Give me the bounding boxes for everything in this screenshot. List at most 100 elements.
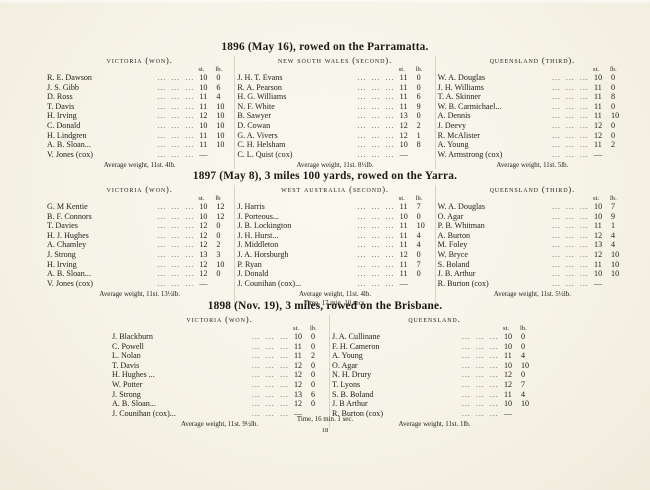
- leader-dots: ...: [280, 351, 289, 361]
- leader-dots: ...: [357, 111, 367, 121]
- leader-dots: ...: [566, 259, 575, 269]
- rower-name: C. H. Helsham: [237, 140, 286, 150]
- rower-row: R. McAlister......... 12 0: [438, 131, 627, 141]
- leader-dots: ...: [476, 399, 485, 409]
- rower-name: J. Donald: [237, 269, 269, 279]
- leader-dots: ...: [552, 249, 561, 259]
- leader-dots: ...: [157, 130, 167, 140]
- weight-stone: 12: [199, 221, 208, 231]
- weight-pounds: 12: [216, 211, 225, 221]
- crew-heading: Victoria (won).: [186, 315, 253, 324]
- rower-name: J. Strong: [112, 389, 141, 399]
- rower-row: R. A. Pearson......... 11 0: [237, 83, 432, 93]
- rower-name: P. B. Whitman: [437, 221, 485, 231]
- leader-dots: ...: [566, 101, 575, 111]
- leader-dots: ...: [385, 73, 395, 82]
- leader-dots: ...: [185, 73, 195, 82]
- rower-row: J. Porteous............ 10 0: [237, 212, 432, 222]
- leader-dots: ...: [385, 249, 395, 259]
- weight-pounds: 12: [216, 202, 225, 211]
- leader-dots: ...: [580, 249, 589, 259]
- leader-dots: ...: [566, 249, 575, 259]
- race-time: Time, 17 min. 10 secs.: [303, 300, 367, 308]
- rower-name: J. B. Arthur: [437, 269, 476, 279]
- leader-dots: ...: [157, 73, 167, 82]
- leader-dots: ...: [185, 269, 195, 279]
- section-title-1897: 1897 (May 8), 3 miles 100 yards, rowed o…: [192, 170, 458, 182]
- leader-dots: ...: [566, 111, 575, 121]
- leader-dots: ...: [171, 211, 181, 221]
- leader-dots: ...: [171, 101, 181, 111]
- rower-name: J. Middleton: [237, 240, 279, 250]
- weight-units-header: st. lb.: [438, 195, 627, 202]
- average-weight: Average weight, 11st. 1lb.: [398, 421, 471, 429]
- leader-dots: ...: [385, 269, 395, 279]
- rower-row: H. Lindgren......... 11 10: [47, 131, 232, 141]
- rower-row: J. Deevy......... 12 0: [438, 121, 627, 131]
- rower-name: L. Nolan: [112, 351, 141, 361]
- leader-dots: ...: [157, 202, 167, 211]
- leader-dots: ...: [580, 101, 589, 111]
- weight-pounds: 0: [311, 399, 316, 409]
- rower-row: C. Powell......... 11 0: [112, 342, 327, 352]
- weight-stone: 13: [594, 240, 603, 250]
- leader-dots: ...: [266, 389, 275, 399]
- average-weight: Average weight, 11st. 13½lb.: [99, 291, 180, 299]
- leader-dots: ...: [371, 130, 381, 140]
- weight-stone: 10: [199, 211, 208, 221]
- rower-row: A. Dennis......... 11 10: [438, 111, 627, 121]
- leader-dots: ...: [476, 408, 485, 418]
- rower-row: J. Counihan (cox)............ —: [237, 279, 432, 289]
- leader-dots: ...: [490, 360, 499, 370]
- leader-dots: ...: [185, 101, 195, 111]
- leader-dots: ...: [371, 140, 381, 150]
- rower-row: T. Davis......... 11 10: [47, 102, 232, 112]
- leader-dots: ...: [171, 73, 181, 82]
- weight-pounds: 7: [416, 202, 421, 211]
- leader-dots: ...: [566, 269, 575, 279]
- leader-dots: ...: [490, 408, 499, 418]
- page-number: 18: [321, 427, 329, 434]
- leader-dots: ...: [385, 202, 395, 211]
- weight-stone: 13: [399, 111, 408, 121]
- leader-dots: ...: [171, 120, 181, 130]
- leader-dots: ...: [357, 73, 367, 82]
- leader-dots: ...: [566, 221, 575, 231]
- crew-heading: Victoria (won).: [106, 56, 173, 65]
- leader-dots: ...: [371, 240, 381, 250]
- leader-dots: ...: [357, 249, 367, 259]
- weight-stone: 12: [504, 370, 513, 380]
- leader-dots: ...: [462, 332, 471, 341]
- leader-dots: ...: [371, 149, 381, 159]
- unit-pounds: lb.: [215, 66, 223, 73]
- weight-pounds: 10: [521, 399, 530, 409]
- leader-dots: ...: [171, 92, 181, 102]
- leader-dots: ...: [566, 73, 575, 82]
- leader-dots: ...: [476, 341, 485, 351]
- weight-stone: 11: [399, 101, 408, 111]
- weight-pounds: 10: [416, 221, 425, 231]
- rower-row: W. A. Douglas......... 10 0: [438, 73, 627, 83]
- rower-row: H. Irving......... 12 10: [47, 260, 232, 270]
- weight-pounds: 0: [611, 82, 616, 92]
- rower-row: A. B. Sloan............ 12 0: [112, 399, 327, 409]
- rower-name: R. Burton (cox): [332, 408, 384, 418]
- leader-dots: ...: [171, 130, 181, 140]
- leader-dots: ...: [552, 82, 561, 92]
- crew-new-south-wales-1896: New South Wales (second). st. lb. J. H. …: [237, 56, 432, 169]
- weight-pounds: 4: [611, 240, 616, 250]
- rower-name: J. H. Hurst...: [237, 230, 279, 240]
- crew-rows: J. Harris......... 11 7 J. Porteous........…: [237, 202, 432, 288]
- weight-pounds: 6: [311, 389, 316, 399]
- rower-name: J. Porteous...: [237, 211, 279, 221]
- weight-stone: 11: [399, 92, 408, 102]
- rower-row: F. H. Cameron......... 10 0: [332, 342, 537, 352]
- weight-pounds: 4: [216, 92, 221, 102]
- rower-name: J. A. Horsburgh: [237, 249, 289, 259]
- leader-dots: ...: [357, 82, 367, 92]
- rower-name: H. Lindgren: [47, 130, 87, 140]
- leader-dots: ...: [580, 120, 589, 130]
- weight-dash: —: [199, 278, 208, 288]
- weight-stone: 12: [399, 130, 408, 140]
- leader-dots: ...: [580, 140, 589, 150]
